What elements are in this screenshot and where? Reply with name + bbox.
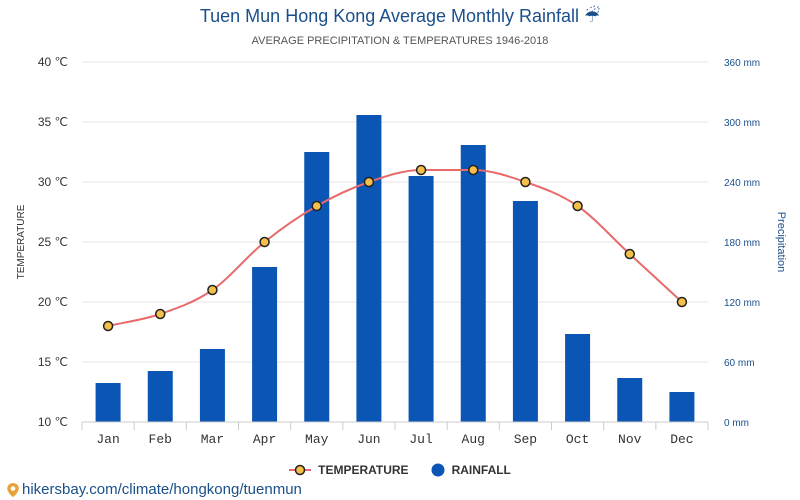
y-right-axis-title: Precipitation — [775, 212, 787, 273]
y-right-tick-label: 300 mm — [724, 118, 760, 129]
location-pin-icon — [7, 482, 19, 497]
x-tick-label: Apr — [253, 432, 276, 447]
x-tick-label: Jun — [357, 432, 380, 447]
x-tick-label: Nov — [618, 432, 642, 447]
x-tick-label: Oct — [566, 432, 589, 447]
bar-rainfall-nov[interactable] — [617, 378, 643, 422]
y-left-tick-label: 15 ℃ — [38, 355, 68, 369]
point-temperature-feb[interactable] — [155, 308, 166, 320]
temperature-line — [107, 169, 683, 327]
chart-legend: TEMPERATURE RAINFALL — [0, 463, 800, 477]
bar-rainfall-feb[interactable] — [147, 371, 173, 422]
line-marker-icon — [289, 464, 312, 476]
legend-item-rainfall[interactable]: RAINFALL — [431, 463, 511, 477]
y-right-tick-label: 240 mm — [724, 178, 760, 189]
bar-rainfall-mar[interactable] — [199, 349, 225, 422]
point-temperature-aug[interactable] — [468, 164, 479, 176]
source-link[interactable]: hikersbay.com/climate/hongkong/tuenmun — [6, 481, 302, 498]
bar-rainfall-apr[interactable] — [252, 267, 278, 422]
bar-rainfall-oct[interactable] — [565, 334, 591, 422]
x-tick-label: Aug — [462, 432, 485, 447]
point-temperature-dec[interactable] — [676, 296, 688, 308]
point-temperature-apr[interactable] — [259, 236, 270, 248]
y-right-tick-label: 60 mm — [724, 358, 755, 369]
point-temperature-sep[interactable] — [520, 176, 531, 188]
chart-title: Tuen Mun Hong Kong Average Monthly Rainf… — [199, 6, 601, 26]
x-tick-label: May — [305, 432, 329, 447]
bar-rainfall-jan[interactable] — [95, 383, 121, 422]
bar-rainfall-sep[interactable] — [512, 201, 538, 422]
legend-label-temperature: TEMPERATURE — [318, 463, 409, 477]
source-link-text: hikersbay.com/climate/hongkong/tuenmun — [22, 481, 302, 498]
x-tick-label: Feb — [149, 432, 172, 447]
point-temperature-nov[interactable] — [624, 248, 635, 260]
y-right-tick-label: 0 mm — [724, 418, 749, 429]
point-temperature-jun[interactable] — [363, 176, 375, 188]
y-right-tick-label: 120 mm — [724, 298, 760, 309]
y-right-tick-label: 360 mm — [724, 58, 760, 69]
y-left-tick-label: 20 ℃ — [38, 295, 68, 309]
point-temperature-jan[interactable] — [102, 320, 114, 332]
point-temperature-oct[interactable] — [572, 200, 583, 212]
y-left-tick-label: 30 ℃ — [38, 175, 68, 189]
x-tick-label: Mar — [201, 432, 224, 447]
point-temperature-mar[interactable] — [207, 284, 218, 296]
y-left-axis-title: TEMPERATURE — [16, 204, 27, 279]
y-right-tick-label: 180 mm — [724, 238, 760, 249]
legend-label-rainfall: RAINFALL — [451, 463, 511, 477]
bar-rainfall-jul[interactable] — [408, 176, 434, 422]
bar-rainfall-jun[interactable] — [356, 115, 382, 422]
y-left-tick-label: 10 ℃ — [38, 415, 68, 429]
point-temperature-may[interactable] — [311, 200, 322, 212]
point-temperature-jul[interactable] — [415, 164, 427, 176]
y-left-tick-label: 35 ℃ — [38, 115, 68, 129]
chart-subtitle: AVERAGE PRECIPITATION & TEMPERATURES 194… — [251, 35, 549, 47]
bar-rainfall-dec[interactable] — [669, 392, 695, 422]
x-tick-label: Sep — [514, 432, 537, 447]
x-tick-label: Dec — [670, 432, 693, 447]
x-tick-label: Jul — [409, 432, 433, 447]
circle-marker-icon — [431, 463, 445, 477]
bar-rainfall-aug[interactable] — [460, 145, 486, 422]
legend-item-temperature[interactable]: TEMPERATURE — [289, 463, 409, 477]
bar-rainfall-may[interactable] — [304, 152, 330, 422]
y-left-tick-label: 25 ℃ — [38, 235, 68, 249]
y-left-tick-label: 40 ℃ — [38, 55, 68, 69]
x-tick-label: Jan — [96, 432, 119, 447]
